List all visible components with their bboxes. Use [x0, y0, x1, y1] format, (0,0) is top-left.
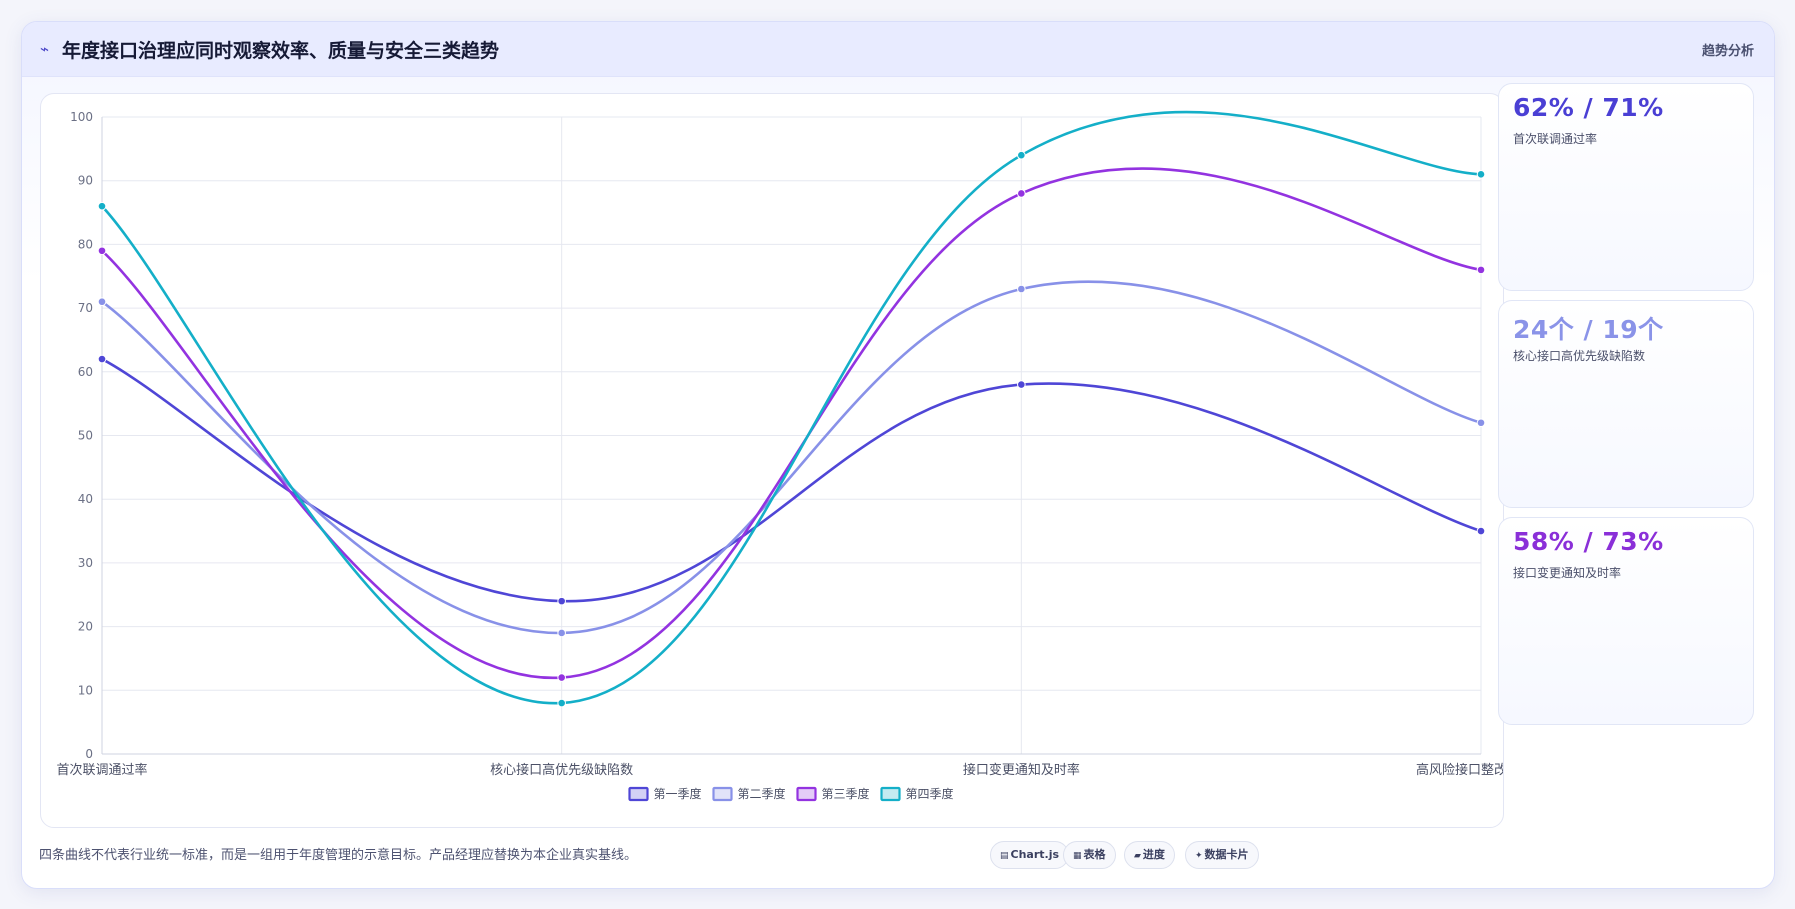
data-point-2 — [557, 628, 566, 638]
legend-swatch-4 — [880, 786, 901, 802]
data-point-4 — [97, 201, 107, 211]
kpi-card-1: 62% / 71% 首次联调通过率 — [1498, 83, 1754, 291]
chip-label: 数据卡片 — [1204, 848, 1249, 861]
x-tick-label: 首次联调通过率 — [56, 762, 147, 778]
kpi-label-3: 接口变更通知及时率 — [1513, 566, 1622, 580]
series-line-3 — [101, 167, 1482, 679]
x-tick-label: 核心接口高优先级缺陷数 — [490, 762, 633, 778]
data-point-1 — [557, 596, 566, 606]
chip-chartjs[interactable]: ▤ Chart.js — [990, 841, 1070, 869]
x-tick-label: 接口变更通知及时率 — [963, 762, 1080, 778]
chip-label: Chart.js — [1010, 848, 1060, 861]
kpi-value-2: 24个 / 19个 — [1513, 315, 1664, 344]
line-chart: 0 10 20 30 40 50 60 70 80 90 100 首次联调通过率 核心接口高优先级缺陷数… — [56, 110, 1503, 802]
y-tick-label: 20 — [78, 620, 93, 634]
data-point-4 — [557, 698, 566, 708]
chart-icon: ▤ — [1000, 851, 1009, 861]
data-point-3 — [1017, 189, 1026, 198]
data-point-3 — [557, 673, 566, 682]
y-tick-label: 100 — [70, 110, 93, 124]
kpi-card-2: 24个 / 19个 核心接口高优先级缺陷数 — [1498, 300, 1754, 508]
y-tick-label: 40 — [78, 492, 93, 506]
kpi-value-3: 58% / 73% — [1513, 527, 1664, 556]
kpi-label-2: 核心接口高优先级缺陷数 — [1513, 349, 1646, 363]
chip-table[interactable]: ▦ 表格 — [1063, 841, 1116, 869]
y-tick-label: 10 — [78, 683, 93, 697]
legend-label-2: 第二季度 — [738, 786, 786, 801]
card-header: ⌁ 年度接口治理应同时观察效率、质量与安全三类趋势 趋势分析 — [22, 22, 1774, 77]
legend-swatch-3 — [796, 786, 817, 802]
y-tick-label: 0 — [85, 747, 93, 761]
data-point-4 — [1476, 170, 1486, 179]
footnote: 四条曲线不代表行业统一标准，而是一组用于年度管理的示意目标。产品经理应替换为本企… — [39, 848, 638, 863]
chip-label: 表格 — [1083, 848, 1106, 861]
chart-panel: 0 10 20 30 40 50 60 70 80 90 100 首次联调通过率 核心接口高优先级缺陷数… — [40, 93, 1504, 828]
data-point-3 — [1476, 265, 1486, 275]
legend-label-3: 第三季度 — [822, 786, 870, 801]
data-point-4 — [1017, 150, 1026, 160]
y-tick-label: 80 — [78, 237, 93, 251]
page-title: 年度接口治理应同时观察效率、质量与安全三类趋势 — [62, 40, 500, 62]
data-point-2 — [1017, 284, 1026, 294]
data-point-1 — [1017, 380, 1026, 389]
trend-card: ⌁ 年度接口治理应同时观察效率、质量与安全三类趋势 趋势分析 0 10 20 30 40… — [21, 21, 1775, 889]
data-point-2 — [97, 297, 107, 307]
trend-line-icon: ⌁ — [40, 40, 50, 58]
x-tick-label: 高风险接口整改完成率 — [1416, 762, 1503, 778]
legend-swatch-1 — [628, 786, 649, 802]
series-line-2 — [101, 280, 1482, 635]
legend-label-1: 第一季度 — [654, 786, 702, 801]
chip-progress[interactable]: ▰ 进度 — [1124, 841, 1175, 869]
kpi-label-1: 首次联调通过率 — [1513, 132, 1598, 146]
y-tick-label: 50 — [78, 429, 93, 443]
kpi-card-3: 58% / 73% 接口变更通知及时率 — [1498, 517, 1754, 725]
y-tick-label: 90 — [78, 174, 93, 188]
y-tick-label: 60 — [78, 365, 93, 379]
chip-label: 进度 — [1142, 848, 1165, 861]
series-line-1 — [101, 357, 1482, 603]
legend-swatch-2 — [712, 786, 733, 802]
sparkle-icon: ✦ — [1195, 851, 1203, 861]
chip-data-cards[interactable]: ✦ 数据卡片 — [1185, 841, 1259, 869]
y-tick-label: 70 — [78, 301, 93, 315]
kpi-value-1: 62% / 71% — [1513, 93, 1664, 122]
trend-analysis-label: 趋势分析 — [1701, 44, 1754, 59]
data-point-1 — [1476, 526, 1486, 536]
data-point-1 — [97, 354, 107, 364]
series-line-4 — [101, 110, 1482, 705]
data-point-3 — [97, 246, 107, 256]
y-tick-label: 30 — [78, 556, 93, 570]
data-point-2 — [1476, 418, 1486, 428]
legend-label-4: 第四季度 — [906, 786, 954, 801]
progress-icon: ▰ — [1134, 851, 1141, 861]
table-icon: ▦ — [1073, 851, 1082, 861]
